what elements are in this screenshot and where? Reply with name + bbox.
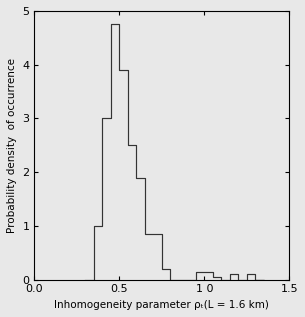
X-axis label: Inhomogeneity parameter ρₜ(L = 1.6 km): Inhomogeneity parameter ρₜ(L = 1.6 km) (54, 300, 269, 310)
Y-axis label: Probability density  of occurrence: Probability density of occurrence (7, 58, 17, 233)
